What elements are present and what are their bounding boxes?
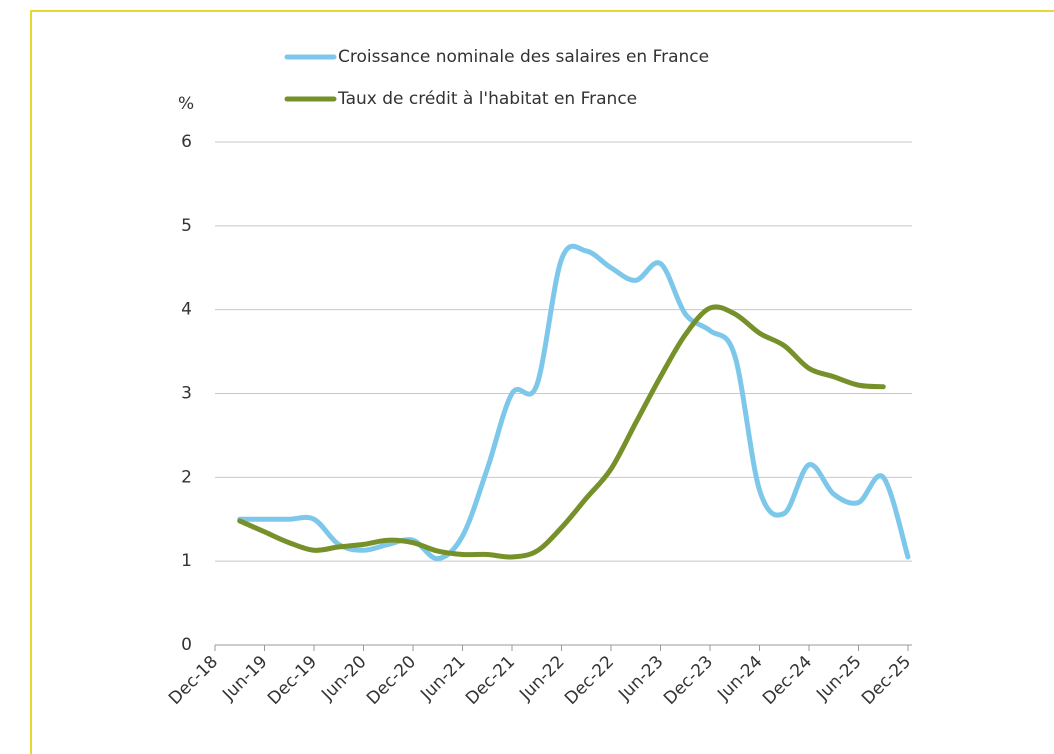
y-tick-label: 5 (181, 216, 192, 236)
y-tick-label: 6 (181, 132, 192, 152)
legend-label: Croissance nominale des salaires en Fran… (338, 47, 709, 67)
x-tick-label: Dec-23 (660, 652, 717, 709)
x-tick-label: Dec-20 (363, 652, 420, 709)
x-tick-label: Dec-25 (858, 652, 915, 709)
x-tick-label: Jun-21 (416, 652, 469, 705)
x-tick-label: Dec-21 (462, 652, 519, 709)
series-line (237, 304, 886, 560)
y-axis-label: % (178, 94, 194, 114)
x-tick-label: Jun-25 (812, 652, 865, 705)
x-tick-label: Dec-18 (165, 652, 222, 709)
x-tick-label: Dec-19 (264, 652, 321, 709)
x-tick-label: Dec-22 (561, 652, 618, 709)
y-tick-label: 4 (181, 300, 192, 320)
series-line (237, 243, 911, 562)
y-tick-label: 3 (181, 384, 192, 404)
y-tick-label: 2 (181, 467, 192, 487)
x-tick-label: Jun-24 (713, 652, 766, 705)
y-tick-label: 0 (181, 635, 192, 655)
x-tick-label: Jun-19 (218, 652, 271, 705)
x-tick-label: Jun-20 (317, 652, 370, 705)
x-tick-label: Jun-22 (515, 652, 568, 705)
y-tick-label: 1 (181, 551, 192, 571)
x-tick-label: Dec-24 (759, 652, 816, 709)
frame (30, 10, 1054, 754)
legend-label: Taux de crédit à l'habitat en France (337, 89, 637, 109)
x-tick-label: Jun-23 (614, 652, 667, 705)
